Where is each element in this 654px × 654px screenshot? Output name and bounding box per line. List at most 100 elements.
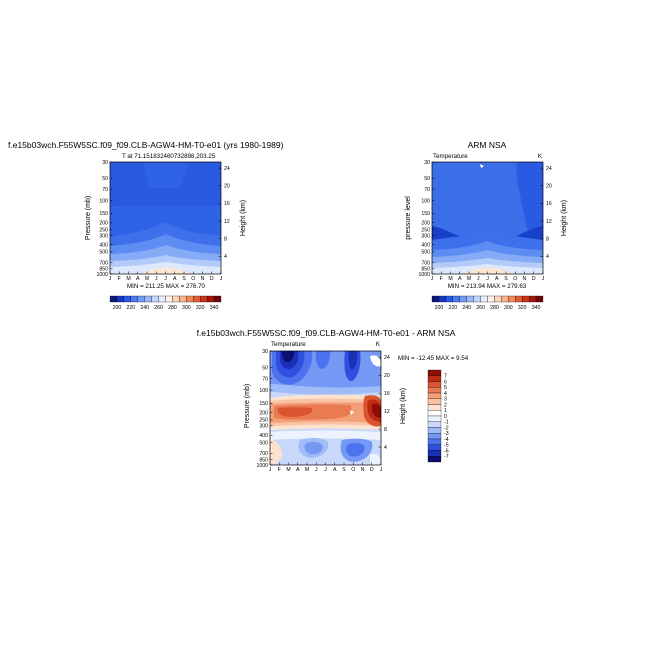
- colorbar-swatch: [158, 295, 166, 303]
- colorbar-label: 5: [444, 385, 447, 391]
- diff-fill-white-patch: [370, 355, 381, 367]
- diff-fill-cold-jun: [315, 351, 331, 369]
- colorbar-swatch: [427, 427, 442, 434]
- colorbar-label: 4: [444, 391, 447, 397]
- x-tick-label: J: [109, 276, 112, 282]
- y-tick-label: 850: [259, 458, 268, 464]
- colorbar-label: 220: [448, 305, 457, 311]
- colorbar-label: 6: [444, 379, 447, 385]
- y-tick-label: 500: [421, 250, 430, 256]
- x-tick-label: A: [136, 276, 140, 282]
- colorbar-swatch: [165, 295, 173, 303]
- colorbar-label: 220: [126, 305, 135, 311]
- panel-diff-contours: [270, 351, 381, 465]
- colorbar-swatch: [427, 410, 442, 417]
- y-tick-label: 500: [99, 250, 108, 256]
- x-tick-label: N: [361, 467, 365, 473]
- panel-obs: ARM NSA Temperature K pressure level Hei…: [405, 140, 568, 290]
- y2-tick-label: 4: [384, 445, 387, 451]
- colorbar-swatch: [427, 444, 442, 451]
- panel-obs-minmax: MIN = 213.94 MAX = 279.63: [448, 283, 527, 290]
- y2-tick-label: 8: [384, 427, 387, 433]
- colorbar-swatch: [494, 295, 502, 303]
- y2-tick-label: 4: [546, 254, 549, 260]
- colorbar-label: 7: [444, 374, 447, 380]
- colorbar-swatch: [427, 415, 442, 422]
- colorbar-swatch: [427, 438, 442, 445]
- y-tick-label: 150: [99, 211, 108, 217]
- colorbar-label: -6: [444, 448, 449, 454]
- colorbar-swatch: [522, 295, 530, 303]
- colorbar-label: -4: [444, 437, 449, 443]
- colorbar-label: 1: [444, 408, 447, 414]
- y-tick-label: 30: [102, 160, 108, 166]
- y2-tick-label: 12: [546, 219, 552, 225]
- y-tick-label: 50: [102, 176, 108, 182]
- y-tick-label: 30: [262, 349, 268, 355]
- x-tick-label: J: [269, 467, 272, 473]
- colorbar-swatch: [144, 295, 152, 303]
- x-tick-label: M: [286, 467, 290, 473]
- colorbar-swatch: [480, 295, 488, 303]
- panel-model-subtitle: T at 71.151832460732898,203.25: [122, 153, 216, 160]
- panel-obs-left-text: Temperature: [433, 153, 468, 160]
- y2-tick-label: 12: [224, 219, 230, 225]
- colorbar-label: 2: [444, 402, 447, 408]
- colorbar-swatch: [172, 295, 180, 303]
- x-tick-label: D: [532, 276, 536, 282]
- y2-tick-label: 24: [384, 355, 390, 361]
- panel-diff-right-text: K: [376, 341, 381, 348]
- diff-fill-warm-dec-max: [372, 403, 381, 418]
- colorbar-swatch: [427, 456, 442, 463]
- x-tick-label: J: [155, 276, 158, 282]
- panel-model-title: f.e15b03wch.F55W5SC.f09_f09.CLB-AGW4-HM-…: [8, 140, 284, 150]
- y-tick-label: 400: [99, 243, 108, 249]
- diff-fill-white-dot: [350, 410, 354, 415]
- y2-tick-label: 12: [384, 409, 390, 415]
- y-tick-label: 300: [99, 233, 108, 239]
- colorbar-label: 280: [490, 305, 499, 311]
- diff-fill-cold-oct-core: [348, 351, 358, 370]
- panel-model-contours: [110, 162, 221, 274]
- colorbar-swatch: [186, 295, 194, 303]
- y2-tick-label: 20: [224, 184, 230, 190]
- y2-tick-label: 16: [224, 201, 230, 207]
- colorbar-swatch: [206, 295, 215, 303]
- y2-tick-label: 20: [546, 184, 552, 190]
- x-tick-label: J: [431, 276, 434, 282]
- colorbar-swatch: [427, 433, 442, 440]
- y-tick-label: 100: [421, 198, 430, 204]
- colorbar-swatch: [452, 295, 460, 303]
- y-tick-label: 50: [262, 365, 268, 371]
- colorbar-label: -1: [444, 420, 449, 426]
- colorbar-swatch: [109, 295, 118, 303]
- colorbar-swatch: [535, 295, 544, 303]
- panel-model-ylabel: Pressure (mb): [85, 196, 92, 240]
- colorbar-swatch: [528, 295, 537, 303]
- x-tick-label: F: [118, 276, 121, 282]
- y-tick-label: 850: [421, 267, 430, 273]
- colorbar-swatch: [431, 295, 440, 303]
- colorbar-model: 200 220 240 260 280 300 320 340: [109, 295, 222, 311]
- colorbar-label: 260: [154, 305, 163, 311]
- x-tick-label: M: [305, 467, 309, 473]
- x-tick-label: M: [467, 276, 471, 282]
- colorbar-swatch: [130, 295, 138, 303]
- y2-tick-label: 4: [224, 254, 227, 260]
- x-tick-label: A: [458, 276, 462, 282]
- y-tick-label: 1000: [256, 463, 268, 469]
- y-tick-label: 700: [421, 260, 430, 266]
- colorbar-swatch: [501, 295, 509, 303]
- panel-model-y2label: Height (km): [240, 200, 247, 236]
- contour-fill-deep-right: [515, 226, 543, 240]
- x-tick-label: M: [145, 276, 149, 282]
- x-tick-label: A: [296, 467, 300, 473]
- y2-tick-label: 24: [224, 166, 230, 172]
- colorbar-swatch: [427, 369, 442, 376]
- y-tick-label: 250: [421, 228, 430, 234]
- colorbar-label: 340: [210, 305, 219, 311]
- colorbar-label: 240: [140, 305, 149, 311]
